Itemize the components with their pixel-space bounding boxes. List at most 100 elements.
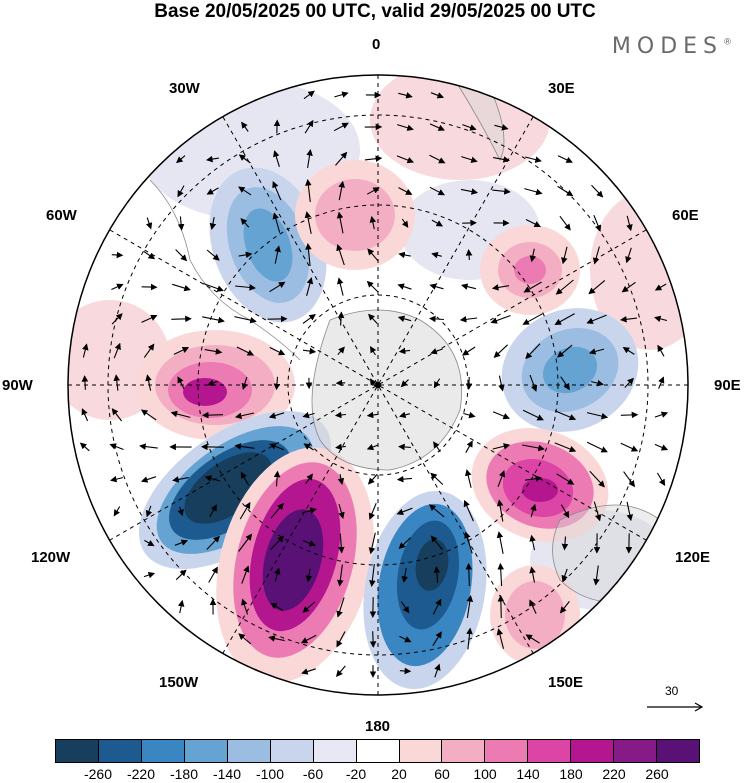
wind-vector-arrow xyxy=(270,602,284,612)
wind-vector-arrow xyxy=(235,284,256,291)
wind-vector-arrow xyxy=(305,243,312,266)
wind-vector-arrow xyxy=(433,566,441,583)
wind-vector-arrow xyxy=(305,568,313,583)
wind-vector-arrow xyxy=(459,316,478,323)
wind-vector-arrow xyxy=(272,180,282,201)
wind-vector-arrow xyxy=(175,569,187,581)
colorbar-tick-label: 260 xyxy=(645,766,669,782)
anomaly-field xyxy=(68,75,688,695)
wind-vector-arrow xyxy=(305,179,312,202)
colorbar-segment xyxy=(614,740,658,762)
wind-vector-arrow xyxy=(622,347,635,355)
wind-vector-arrow xyxy=(367,248,379,262)
wind-vector-arrow xyxy=(397,315,412,322)
wind-vector-arrow xyxy=(177,216,185,231)
lon-label-120w: 120W xyxy=(31,549,71,566)
lon-label-90w: 90W xyxy=(2,377,33,394)
wind-vector-arrow xyxy=(524,188,543,196)
wind-vector-arrow xyxy=(110,475,124,483)
south-pole-marker xyxy=(375,382,381,388)
wind-vector-arrow xyxy=(143,250,156,260)
wind-vector-arrow xyxy=(173,346,190,355)
colorbar-tick-label: 100 xyxy=(473,766,497,782)
wind-vector-arrow xyxy=(208,566,218,583)
wind-vector-arrow xyxy=(177,376,185,390)
wind-vector-arrow xyxy=(338,533,345,554)
pos-anomaly-faint xyxy=(370,75,550,180)
wind-vector-arrow xyxy=(591,379,604,387)
lon-label-150w: 150W xyxy=(159,674,199,691)
wind-vector-arrow xyxy=(593,214,602,232)
wind-vector-arrow xyxy=(145,505,153,518)
reference-arrow-icon xyxy=(647,702,704,712)
wind-vector-arrow xyxy=(368,313,378,324)
wind-vector-arrow xyxy=(207,379,218,386)
wind-vector-arrow xyxy=(593,501,602,522)
wind-vector-arrow xyxy=(206,187,219,195)
wind-vector-arrow xyxy=(529,248,537,263)
wind-vector-arrow xyxy=(269,347,286,356)
wind-vector-arrow xyxy=(273,376,281,391)
wind-vector-arrow xyxy=(462,124,477,131)
wind-vector-arrow xyxy=(398,251,411,259)
wind-vector-arrow xyxy=(524,475,543,482)
colorbar-tick-label: -20 xyxy=(345,766,367,782)
wind-vector-arrow xyxy=(493,156,510,163)
wind-vector-arrow xyxy=(302,540,317,547)
wind-vector-arrow xyxy=(201,411,224,419)
wind-vector-arrow xyxy=(620,315,637,323)
wind-vector-arrow xyxy=(81,408,89,422)
wind-vector-arrow xyxy=(368,502,377,520)
wind-vector-arrow xyxy=(172,476,189,483)
wind-vector-arrow xyxy=(239,501,251,520)
wind-vector-arrow xyxy=(399,635,412,643)
wind-vector-arrow xyxy=(274,567,281,582)
wind-vector-arrow xyxy=(586,314,607,324)
wind-vector-arrow xyxy=(492,188,511,195)
chart-title: Base 20/05/2025 00 UTC, valid 29/05/2025… xyxy=(154,1,596,22)
wind-vector-arrow xyxy=(554,410,577,421)
wind-vector-arrow xyxy=(588,279,606,295)
wind-vector-arrow xyxy=(337,311,345,326)
wind-vector-arrow xyxy=(241,376,248,391)
wind-vector-arrow xyxy=(269,443,285,451)
wind-vector-arrow xyxy=(561,568,568,583)
wind-vector-arrow xyxy=(333,122,349,132)
colorbar-tick-label: -220 xyxy=(126,766,156,782)
wind-vector-arrow xyxy=(139,443,158,450)
wind-vector-arrow xyxy=(561,246,568,265)
wind-vector-arrow xyxy=(366,411,379,419)
colorbar-tick-label: 180 xyxy=(559,766,583,782)
wind-vector-arrow xyxy=(525,156,542,163)
wind-vector-arrow xyxy=(591,184,604,198)
wind-vector-arrow xyxy=(336,631,346,648)
wind-vector-arrow xyxy=(654,315,668,323)
wind-vector-arrow xyxy=(335,665,346,677)
antarctica-outline xyxy=(311,309,463,471)
wind-vector-arrow xyxy=(302,313,316,324)
wind-vector-arrow xyxy=(465,562,473,587)
wind-vector-arrow xyxy=(300,634,317,644)
wind-vector-arrow xyxy=(656,472,666,487)
wind-vector-arrow xyxy=(497,562,504,587)
lon-label-30w: 30W xyxy=(169,80,200,97)
colorbar-tick-label: -260 xyxy=(83,766,113,782)
wind-vector-arrow xyxy=(588,348,605,355)
colorbar-tick-label: -180 xyxy=(169,766,199,782)
wind-vector-arrow xyxy=(654,443,669,451)
colorbar-segment xyxy=(442,740,486,762)
wind-vector-arrow xyxy=(555,279,574,295)
wind-vector-arrow xyxy=(589,470,605,488)
wind-vector-arrow xyxy=(366,187,380,195)
lon-label-120e: 120E xyxy=(675,549,711,566)
wind-vector-arrow xyxy=(270,535,285,550)
colorbar-tick-label: 20 xyxy=(391,766,407,782)
wind-vector-arrow xyxy=(202,282,224,292)
wind-vector-arrow xyxy=(621,281,636,293)
wind-vector-arrow xyxy=(337,473,345,485)
colorbar-segment xyxy=(227,740,271,762)
wind-vector-arrow xyxy=(498,375,505,392)
wind-vector-arrow xyxy=(335,151,348,166)
colorbar-tick-label: 140 xyxy=(516,766,540,782)
wind-vector-arrow xyxy=(463,499,474,522)
